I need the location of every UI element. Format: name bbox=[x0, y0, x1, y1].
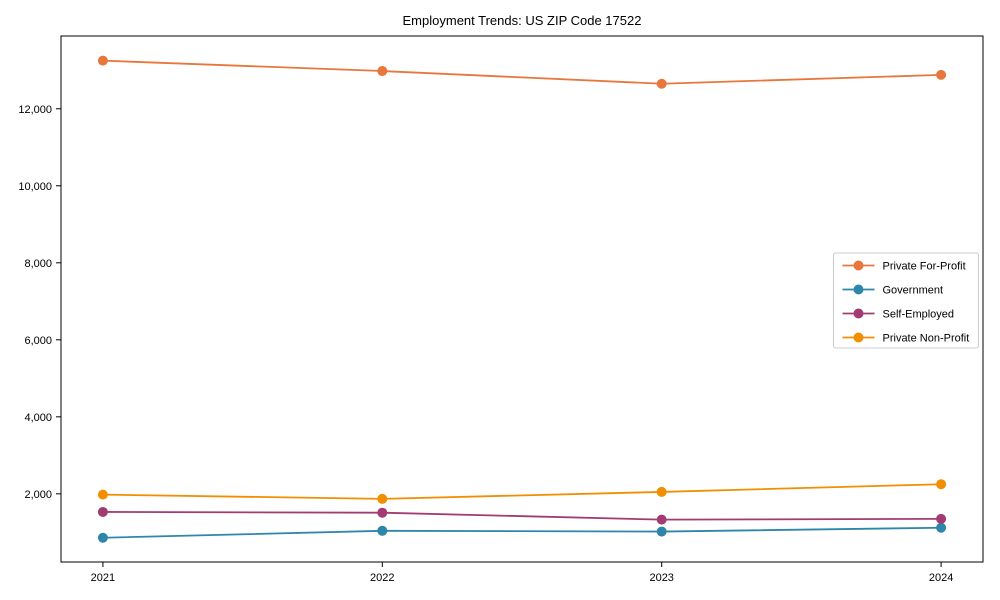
chart-title: Employment Trends: US ZIP Code 17522 bbox=[403, 13, 642, 28]
legend-label-self-employed: Self-Employed bbox=[883, 309, 955, 321]
marker-private-for-profit bbox=[936, 69, 947, 80]
x-tick-label: 2023 bbox=[649, 572, 673, 584]
legend-label-private-non-profit: Private Non-Profit bbox=[883, 333, 970, 345]
marker-private-for-profit bbox=[656, 78, 667, 89]
x-axis: 2021 2022 2023 2024 bbox=[91, 562, 953, 584]
legend-marker-private-non-profit bbox=[853, 332, 864, 343]
marker-self-employed bbox=[97, 506, 108, 517]
legend-marker-private-for-profit bbox=[853, 260, 864, 271]
marker-private-for-profit bbox=[377, 66, 388, 77]
series-lines bbox=[97, 55, 947, 543]
y-tick-label: 12,000 bbox=[18, 104, 52, 116]
marker-self-employed bbox=[656, 514, 667, 525]
plot-border bbox=[60, 35, 984, 563]
marker-self-employed bbox=[936, 513, 947, 524]
legend-marker-self-employed bbox=[853, 308, 864, 319]
marker-government bbox=[377, 525, 388, 536]
legend-label-government: Government bbox=[883, 285, 944, 297]
line-private-non-profit bbox=[102, 483, 942, 500]
marker-government bbox=[97, 532, 108, 543]
legend: Private For-Profit Government Self-Employe… bbox=[833, 252, 979, 349]
y-tick-label: 6,000 bbox=[24, 335, 52, 347]
marker-private-non-profit bbox=[936, 479, 947, 490]
marker-private-non-profit bbox=[377, 493, 388, 504]
line-government bbox=[102, 526, 942, 539]
legend-label-private-for-profit: Private For-Profit bbox=[883, 261, 966, 273]
plot-area bbox=[60, 35, 984, 563]
line-self-employed bbox=[102, 511, 942, 521]
x-tick-label: 2024 bbox=[929, 572, 953, 584]
marker-private-for-profit bbox=[97, 55, 108, 66]
y-tick-label: 2,000 bbox=[24, 489, 52, 501]
line-private-for-profit bbox=[102, 59, 942, 85]
marker-private-non-profit bbox=[97, 489, 108, 500]
x-tick-label: 2022 bbox=[370, 572, 394, 584]
marker-private-non-profit bbox=[656, 486, 667, 497]
marker-government bbox=[936, 522, 947, 533]
y-tick-label: 4,000 bbox=[24, 412, 52, 424]
y-tick-label: 8,000 bbox=[24, 258, 52, 270]
legend-box bbox=[833, 252, 979, 349]
marker-government bbox=[656, 526, 667, 537]
y-tick-label: 10,000 bbox=[18, 181, 52, 193]
x-tick-label: 2021 bbox=[91, 572, 115, 584]
marker-self-employed bbox=[377, 507, 388, 518]
y-axis: 2,000 4,000 6,000 8,000 10,000 12,000 bbox=[18, 104, 61, 501]
legend-marker-government bbox=[853, 284, 864, 295]
